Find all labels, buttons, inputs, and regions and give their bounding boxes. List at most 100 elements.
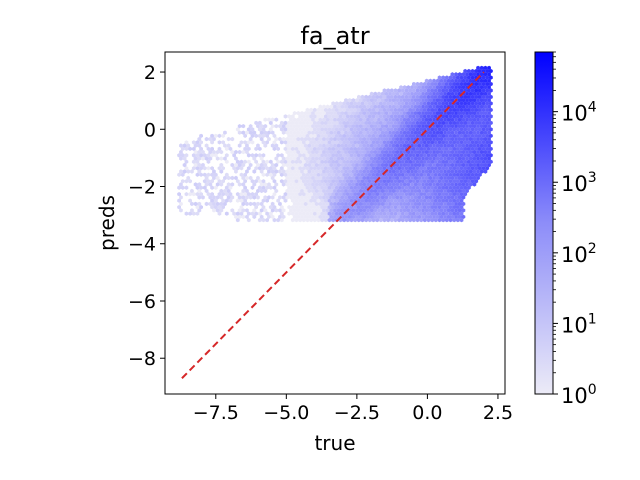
hex-bin — [327, 107, 332, 113]
hex-bin — [430, 81, 435, 87]
hex-bin — [329, 201, 334, 207]
hex-bin — [316, 185, 321, 190]
hex-bin — [281, 169, 286, 174]
hex-bin — [331, 205, 335, 210]
hex-bin — [322, 195, 326, 200]
hex-bin — [298, 120, 302, 126]
hex-bin — [324, 211, 328, 216]
hex-bin — [285, 136, 290, 142]
hex-bin — [408, 179, 413, 184]
hex-bin — [461, 175, 466, 181]
hex-bin — [331, 146, 335, 151]
hex-bin — [217, 140, 222, 145]
hex-bin — [259, 169, 264, 174]
hex-bin — [450, 124, 455, 129]
hex-bin — [380, 195, 385, 200]
hex-bin — [437, 107, 442, 113]
hex-bin — [406, 111, 411, 116]
hex-bin — [432, 143, 436, 148]
hex-bin — [423, 146, 427, 151]
hex-bin — [369, 136, 374, 142]
hex-bin — [456, 114, 460, 119]
hex-bin — [270, 201, 275, 207]
hex-bin — [461, 169, 466, 174]
hex-bin — [456, 94, 460, 100]
hex-bin — [391, 149, 396, 155]
hex-bin — [314, 188, 319, 194]
hex-bin — [325, 111, 330, 116]
hex-bin — [461, 117, 466, 122]
hex-bin — [380, 208, 385, 213]
hex-bin — [478, 107, 482, 113]
hex-bin — [278, 208, 282, 213]
hex-bin — [336, 130, 341, 135]
hex-bin — [428, 156, 433, 161]
hex-bin — [322, 136, 326, 142]
hex-bin — [375, 127, 380, 132]
hex-bin — [432, 201, 436, 207]
hex-bin — [285, 149, 290, 155]
hex-bin — [468, 72, 473, 77]
hex-bin — [489, 75, 493, 80]
colorbar-tick-label: 104 — [561, 100, 597, 126]
hex-bin — [432, 175, 436, 181]
hex-bin — [404, 133, 409, 138]
hex-bin — [369, 124, 374, 129]
hex-bin — [377, 130, 381, 135]
hex-bin — [329, 111, 334, 116]
hex-bin — [426, 88, 431, 93]
hex-bin — [325, 149, 330, 155]
hex-bin — [250, 140, 255, 145]
hex-bin — [184, 192, 189, 197]
y-tick-label: 0 — [144, 119, 156, 141]
hex-bin — [454, 78, 458, 83]
hex-bin — [450, 111, 455, 116]
hex-bin — [435, 175, 440, 181]
hex-bin — [384, 104, 389, 109]
hex-bin — [320, 205, 324, 210]
hex-bin — [390, 153, 394, 158]
hex-bin — [245, 130, 249, 135]
hex-bin — [423, 101, 427, 106]
hex-bin — [364, 211, 368, 216]
hex-bin — [300, 214, 304, 219]
hex-bin — [346, 101, 350, 106]
hex-bin — [413, 214, 418, 219]
hex-bin — [487, 91, 491, 96]
hex-bin — [294, 179, 299, 184]
hex-bin — [377, 124, 381, 129]
hex-bin — [368, 205, 372, 210]
hex-bin — [199, 185, 203, 190]
hex-bin — [364, 107, 368, 113]
hex-bin — [195, 140, 200, 145]
hex-bin — [382, 127, 387, 132]
hex-bin — [336, 195, 341, 200]
hex-bin — [423, 140, 427, 145]
hex-bin — [283, 159, 288, 164]
hex-bin — [336, 169, 341, 174]
hex-bin — [467, 120, 471, 126]
hex-bin — [430, 192, 435, 197]
hex-bin — [419, 192, 424, 197]
hex-bin — [415, 217, 420, 223]
hex-bin — [461, 124, 466, 129]
hex-bin — [274, 117, 279, 122]
hex-bin — [340, 182, 345, 187]
hex-bin — [424, 169, 429, 174]
hex-bin — [457, 130, 462, 135]
hex-bin — [212, 201, 216, 207]
hex-bin — [311, 149, 315, 155]
hex-bin — [390, 120, 394, 126]
hex-bin — [452, 114, 457, 119]
hex-bin — [349, 192, 354, 197]
hex-bin — [313, 192, 317, 197]
hex-bin — [423, 198, 427, 203]
hex-bin — [483, 156, 488, 161]
chart-title: fa_atr — [300, 22, 369, 50]
hex-bin — [300, 201, 304, 207]
hex-bin — [252, 156, 257, 161]
hex-bin — [437, 166, 442, 171]
hex-bin — [435, 156, 440, 161]
hex-bin — [395, 91, 400, 96]
hex-bin — [459, 205, 464, 210]
